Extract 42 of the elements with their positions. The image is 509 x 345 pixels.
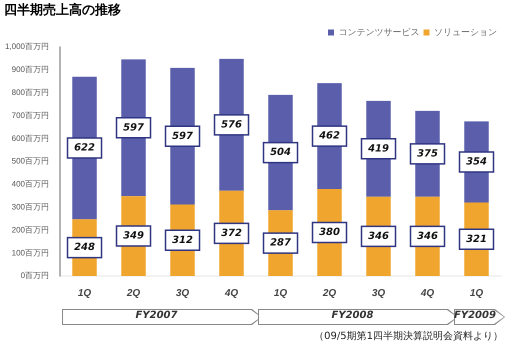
y-tick-label: 700百万円 (12, 110, 50, 120)
data-label: 597 (123, 122, 144, 134)
data-label: 372 (221, 228, 242, 239)
data-label: 312 (172, 234, 193, 246)
y-tick-label: 200百万円 (12, 225, 50, 234)
data-label: 248 (74, 242, 95, 254)
y-tick-label: 400百万円 (12, 180, 50, 189)
x-tick-label: 1Q (274, 288, 288, 299)
y-tick-label: 0百万円 (20, 271, 50, 280)
data-label: 597 (172, 130, 193, 142)
data-label: 354 (466, 156, 487, 168)
y-tick-label: 500百万円 (12, 156, 50, 166)
x-tick-label: 3Q (176, 288, 190, 299)
data-label: 349 (123, 230, 144, 242)
y-tick-label: 1,000百万円 (4, 42, 50, 52)
data-label: 287 (270, 238, 291, 249)
data-label: 419 (367, 143, 389, 154)
text: （09/5期第1四半期決算説明会資料より） (314, 330, 503, 343)
x-tick-label: 1Q (470, 288, 484, 299)
y-tick-label: 600百万円 (12, 134, 50, 143)
y-tick-label: 300百万円 (12, 202, 50, 212)
data-label: 346 (368, 230, 389, 242)
x-tick-label: 1Q (78, 288, 92, 299)
x-tick-label: 2Q (126, 288, 140, 299)
x-tick-label: 4Q (420, 288, 434, 299)
x-tick-label: 2Q (322, 288, 336, 299)
x-tick-label: 4Q (224, 288, 238, 299)
y-tick-label: 900百万円 (12, 65, 50, 74)
x-tick-label: 3Q (372, 288, 386, 299)
data-label: 375 (417, 148, 438, 160)
data-label: 622 (74, 142, 95, 154)
legend-label: ソリューション (434, 26, 497, 37)
data-label: 576 (221, 119, 242, 130)
legend-label: コンテンツサービス (338, 26, 420, 37)
data-label: 462 (318, 130, 340, 142)
data-label: 321 (466, 234, 487, 245)
y-tick-label: 100百万円 (12, 248, 50, 258)
y-tick-label: 800百万円 (12, 88, 50, 98)
data-label: 346 (417, 230, 438, 242)
chart-title: 四半期売上高の推移 (4, 2, 121, 19)
data-label: 504 (270, 147, 291, 158)
data-label: 380 (319, 227, 340, 238)
